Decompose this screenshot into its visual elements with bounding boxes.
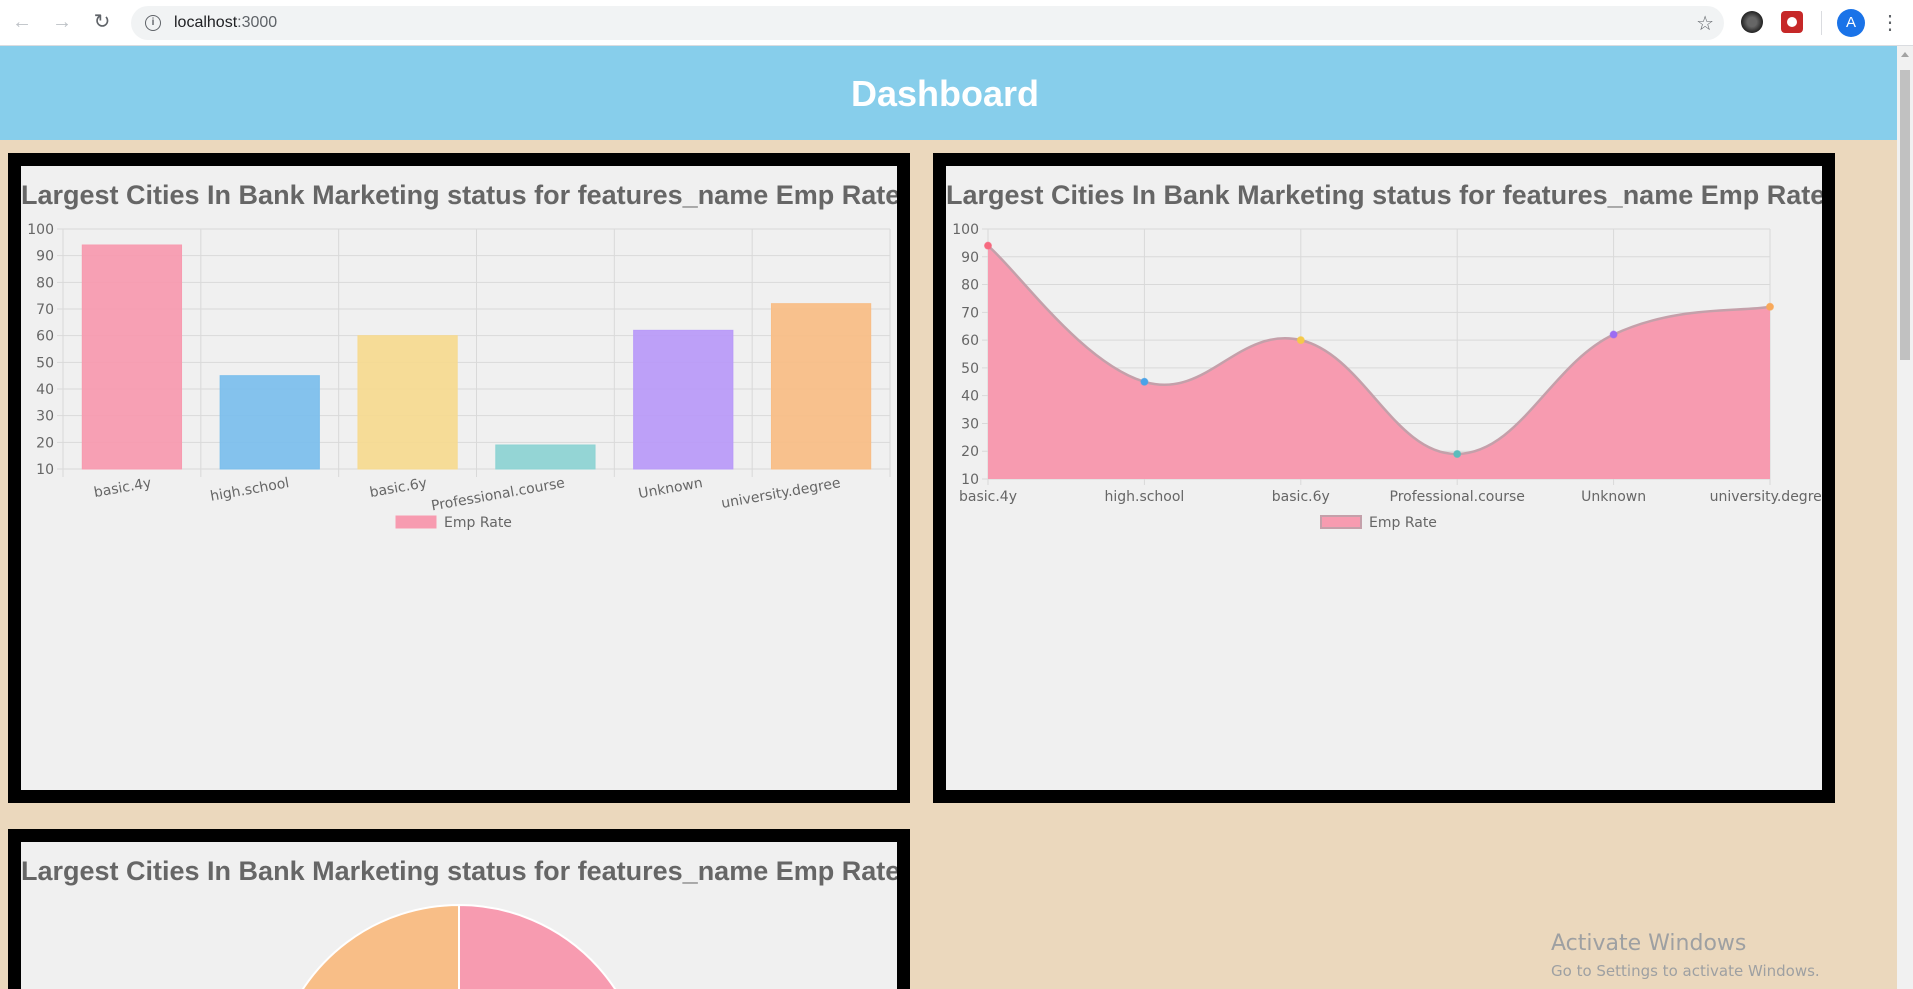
bar-chart: 10 20 30 40 50 60 70 80 90 100 basic.4y high.school…	[27, 222, 891, 531]
data-point	[1766, 302, 1774, 311]
y-tick-label: 100	[27, 222, 54, 238]
watermark-subtitle: Go to Settings to activate Windows.	[1551, 962, 1820, 980]
chart-panel: Largest Cities In Bank Marketing status …	[946, 166, 1822, 790]
chart-panel: Largest Cities In Bank Marketing status …	[21, 166, 897, 790]
bar	[633, 329, 734, 470]
x-tick-label: university.degree	[720, 475, 842, 512]
legend-label: Emp Rate	[1369, 515, 1437, 531]
data-point	[1609, 330, 1618, 339]
y-tick-label: 60	[36, 329, 54, 345]
toolbar-divider	[1821, 11, 1822, 35]
profile-avatar[interactable]: A	[1837, 9, 1865, 37]
bookmark-star-icon[interactable]: ☆	[1696, 13, 1714, 35]
y-tick-label: 80	[961, 278, 979, 294]
data-point	[1140, 377, 1149, 386]
chart-title: Largest Cities In Bank Marketing status …	[946, 180, 1822, 210]
data-point	[1296, 336, 1305, 345]
area-chart: 10 20 30 40 50 60 70 80 90 100 basic.4y high.school…	[952, 222, 1822, 531]
y-tick-label: 100	[952, 222, 979, 238]
watermark-title: Activate Windows	[1551, 931, 1747, 956]
activate-windows-watermark: Activate Windows Go to Settings to activ…	[1551, 931, 1820, 980]
chart-card-bar: Largest Cities In Bank Marketing status …	[8, 153, 910, 803]
scroll-up-arrow-icon[interactable]	[1901, 52, 1909, 57]
scrollbar-thumb[interactable]	[1900, 70, 1910, 360]
chart-card-pie: Largest Cities In Bank Marketing status …	[8, 829, 910, 989]
y-tick-label: 90	[961, 250, 979, 266]
chart-card-area: Largest Cities In Bank Marketing status …	[933, 153, 1835, 803]
x-tick-label: basic.4y	[959, 489, 1017, 505]
extension-icon[interactable]	[1781, 11, 1803, 33]
x-tick-label: high.school	[1104, 489, 1184, 505]
legend-swatch	[395, 515, 437, 529]
y-tick-label: 20	[961, 444, 979, 460]
y-tick-label: 90	[36, 249, 54, 265]
reload-icon[interactable]: ↻	[93, 11, 111, 33]
y-tick-label: 10	[961, 472, 979, 488]
pie-chart	[301, 903, 617, 989]
bar	[81, 244, 183, 470]
bar	[770, 303, 872, 470]
extension-icon[interactable]	[1741, 11, 1763, 33]
url-port: :3000	[237, 14, 278, 31]
url-host: localhost	[174, 14, 238, 31]
y-tick-label: 50	[961, 361, 979, 377]
page-title: Dashboard	[850, 73, 1040, 114]
x-tick-label: basic.4y	[93, 475, 153, 501]
forward-arrow-icon[interactable]: →	[52, 11, 72, 33]
data-point	[984, 241, 992, 250]
pie-slice	[458, 903, 617, 989]
back-arrow-icon[interactable]: ←	[12, 11, 32, 33]
y-tick-label: 20	[36, 435, 54, 451]
page-header: Dashboard	[0, 46, 1897, 140]
chart-title: Largest Cities In Bank Marketing status …	[21, 180, 897, 210]
site-info-icon[interactable]: i	[145, 15, 161, 31]
bar	[357, 335, 458, 470]
x-tick-label: high.school	[209, 475, 290, 505]
bar	[219, 375, 320, 470]
y-tick-label: 80	[36, 275, 54, 291]
x-tick-label: basic.6y	[368, 475, 428, 501]
data-point	[1453, 450, 1462, 458]
y-tick-label: 50	[36, 355, 54, 371]
y-tick-label: 30	[36, 409, 54, 425]
address-bar[interactable]: i localhost:3000 ☆	[131, 6, 1724, 40]
x-tick-label: Professional.course	[430, 475, 566, 514]
pie-slice	[301, 903, 460, 989]
legend-swatch	[1320, 515, 1362, 529]
y-tick-label: 60	[961, 333, 979, 349]
address-url[interactable]: localhost:3000	[174, 14, 277, 32]
legend-label: Emp Rate	[444, 515, 512, 531]
x-tick-label: basic.6y	[1272, 489, 1330, 505]
chart-title: Largest Cities In Bank Marketing status …	[21, 856, 897, 886]
x-tick-label: Unknown	[1581, 489, 1646, 505]
y-tick-label: 70	[36, 302, 54, 318]
page-scrollbar[interactable]	[1897, 46, 1913, 989]
y-tick-label: 30	[961, 416, 979, 432]
y-tick-label: 40	[36, 382, 54, 398]
y-tick-label: 10	[36, 462, 54, 478]
x-tick-label: Unknown	[637, 475, 704, 502]
x-tick-label: Professional.course	[1390, 489, 1525, 505]
y-tick-label: 70	[961, 305, 979, 321]
chart-panel: Largest Cities In Bank Marketing status …	[21, 842, 897, 989]
browser-toolbar: ← → ↻ i localhost:3000 ☆ A ⋮	[0, 0, 1913, 46]
x-tick-label: university.degree	[1710, 489, 1822, 505]
page-viewport: Dashboard Largest Cities In Bank Marketi…	[0, 46, 1897, 989]
y-tick-label: 40	[961, 389, 979, 405]
area-fill	[988, 245, 1770, 479]
browser-menu-icon[interactable]: ⋮	[1880, 12, 1900, 34]
bar	[495, 444, 596, 470]
